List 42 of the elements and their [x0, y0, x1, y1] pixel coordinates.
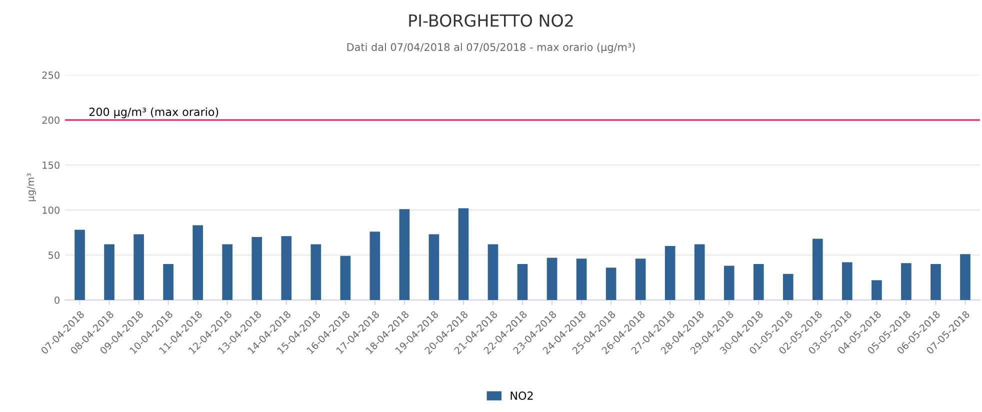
bar: [930, 264, 941, 300]
bar: [488, 244, 498, 300]
bar: [458, 208, 469, 300]
y-tick-label: 50: [48, 251, 60, 259]
bar: [74, 230, 85, 300]
bar: [635, 258, 646, 300]
bar: [163, 264, 174, 300]
bar: [546, 258, 558, 300]
bar: [664, 246, 676, 300]
bar: [370, 232, 380, 300]
y-tick-label: 250: [42, 71, 60, 79]
bar: [399, 209, 410, 300]
bar: [782, 274, 794, 300]
bar: [222, 244, 233, 300]
bar: [310, 244, 322, 300]
ref-line-label: 200 µg/m³ (max orario): [89, 107, 218, 118]
y-tick-label: 200: [42, 116, 60, 124]
bar: [576, 258, 587, 300]
bar: [134, 234, 144, 300]
bar: [104, 244, 114, 300]
chart-title: PI-BORGHETTO NO2: [409, 14, 573, 27]
bar: [517, 264, 528, 300]
bar: [428, 234, 440, 300]
bar: [606, 268, 616, 300]
bar: [281, 236, 292, 300]
y-tick-label: 150: [42, 161, 60, 169]
bar: [192, 225, 203, 300]
legend-label: NO2: [510, 391, 533, 400]
bar: [842, 262, 852, 300]
bar: [340, 256, 351, 300]
y-tick-label: 100: [42, 206, 60, 214]
bar: [960, 254, 970, 300]
y-axis-title: µg/m³: [26, 173, 36, 202]
bar: [872, 280, 882, 300]
bar: [724, 266, 734, 300]
y-tick-label: 0: [54, 296, 60, 304]
chart-subtitle: Dati dal 07/04/2018 al 07/05/2018 - max orario (µg/m³): [347, 42, 635, 54]
bar: [901, 263, 912, 300]
bar: [753, 264, 764, 300]
bar: [812, 238, 823, 300]
bar: [252, 237, 262, 300]
bar: [694, 244, 705, 300]
